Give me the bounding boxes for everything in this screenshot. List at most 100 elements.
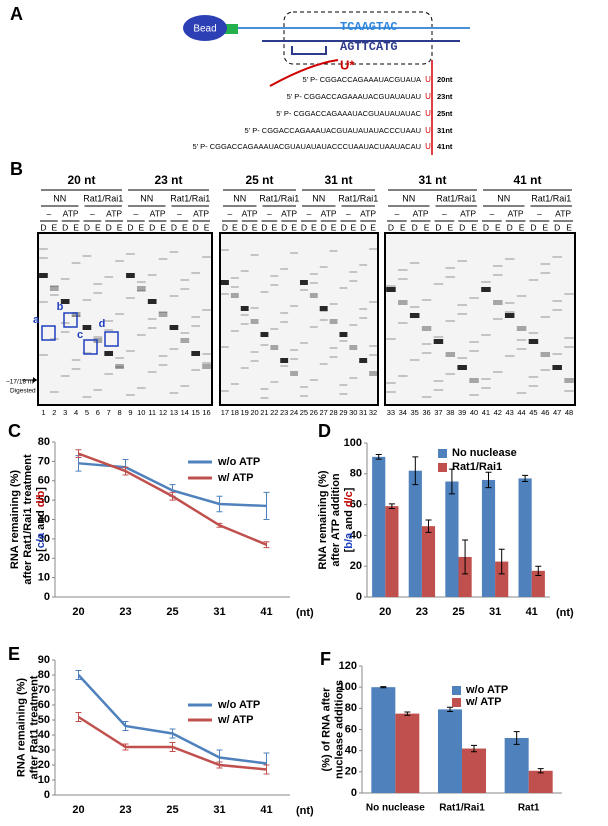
error-bar [263, 491, 270, 520]
x-axis-label: (nt) [556, 607, 574, 619]
gel-band [93, 338, 103, 343]
lane-letter: E [424, 222, 430, 232]
sequence: 5' P- CGGACCAGAAAUACGUAUA [302, 75, 421, 84]
lane-letter: E [519, 222, 525, 232]
gel-band [191, 369, 201, 371]
gel-band [339, 393, 348, 395]
gel-band [115, 364, 124, 369]
lane-letter: D [530, 222, 536, 232]
gel-band [158, 258, 168, 260]
lane-letter: D [507, 222, 513, 232]
gel-band [191, 316, 201, 318]
panel-label: D [318, 421, 331, 441]
gel-band [202, 353, 211, 355]
lane-number: 23 [280, 408, 288, 417]
condition: – [47, 208, 52, 218]
lane-letter: D [106, 222, 112, 232]
gel-band [421, 343, 432, 345]
dashed-box [283, 11, 433, 65]
lane-letter: D [554, 222, 560, 232]
lane-number: 14 [181, 408, 189, 417]
condition: ATP [281, 208, 297, 218]
bar [371, 687, 396, 793]
lane-letter: D [301, 222, 307, 232]
panel-label: C [8, 421, 21, 441]
gel-band [564, 337, 574, 339]
lane-letter: E [331, 222, 337, 232]
lane-letter: E [117, 222, 123, 232]
legend-label: w/o ATP [217, 456, 260, 468]
gel-band [93, 292, 103, 294]
gel-band [349, 377, 358, 379]
gel-band [552, 353, 562, 355]
lane-letter: D [222, 222, 228, 232]
error-bar [75, 712, 82, 722]
gel-band [421, 396, 432, 398]
gel-band [552, 309, 562, 311]
x-tick-label: Rat1/Rai1 [439, 803, 485, 814]
error-bar [471, 744, 477, 753]
gel-band [60, 331, 70, 333]
subgroup-name: NN [402, 193, 415, 203]
gel-band [564, 390, 574, 392]
gel-band [433, 389, 444, 391]
lane-letter: D [127, 222, 133, 232]
lane-letter: E [160, 222, 166, 232]
x-tick-label: 25 [452, 606, 464, 618]
legend-label: w/ ATP [217, 472, 253, 484]
gel-band [469, 297, 479, 299]
lane-number: 28 [329, 408, 337, 417]
lane-number: 24 [290, 408, 298, 417]
legend-label: Rat1/Rai1 [452, 461, 502, 473]
gel-band [409, 315, 420, 317]
error-bar [513, 731, 520, 745]
gel-band [147, 327, 157, 329]
gel-band [250, 319, 259, 324]
lane-letter: E [495, 222, 501, 232]
lane-number: 22 [270, 408, 278, 417]
gel-band [299, 289, 308, 291]
gel-band [104, 351, 114, 356]
gel-band [516, 339, 527, 341]
lane-letter: E [204, 222, 210, 232]
charts: C 0 10 20 30 40 50 60 70 80 20 23 25 31 41 (nt) RNA rema… [8, 421, 574, 817]
gel-band [299, 395, 308, 397]
subgroup-name: Rat1/Rai1 [338, 193, 378, 203]
legend-label: w/o ATP [217, 699, 260, 711]
gel-band [82, 299, 92, 301]
gel-band [339, 332, 348, 337]
gel-band [126, 297, 135, 299]
x-tick-label: 31 [213, 804, 225, 816]
x-tick-label: 20 [72, 606, 84, 618]
gel-band [481, 378, 491, 380]
gel-band [169, 251, 179, 253]
x-tick-label: 23 [119, 606, 131, 618]
lane-number: 13 [170, 408, 178, 417]
gel-band [445, 373, 456, 375]
gel-band [39, 273, 48, 278]
bead-label: Bead [193, 24, 216, 35]
gel-band [260, 388, 269, 390]
condition: ATP [63, 208, 79, 218]
lane-number: 42 [494, 408, 502, 417]
lane-number: 15 [192, 408, 200, 417]
error-bar [522, 474, 529, 482]
gel-band [71, 312, 81, 317]
bar [438, 709, 462, 793]
gel-band [421, 299, 432, 301]
gel-band [528, 385, 539, 387]
gel-band [309, 273, 318, 275]
lane-letter: D [340, 222, 346, 232]
gel-band [369, 301, 378, 303]
y-tick-label: 0 [356, 591, 362, 603]
gel-band [115, 357, 124, 359]
gel-band [493, 300, 503, 305]
gel-band [421, 326, 432, 331]
condition: ATP [460, 208, 476, 218]
y-axis-label-line: after Rat1/Rai1 treatment [22, 454, 34, 585]
legend-label: w/ ATP [217, 714, 253, 726]
condition: ATP [321, 208, 337, 218]
lane-number: 8 [117, 408, 121, 417]
gel-band [481, 287, 491, 292]
lane-number: 7 [107, 408, 111, 417]
